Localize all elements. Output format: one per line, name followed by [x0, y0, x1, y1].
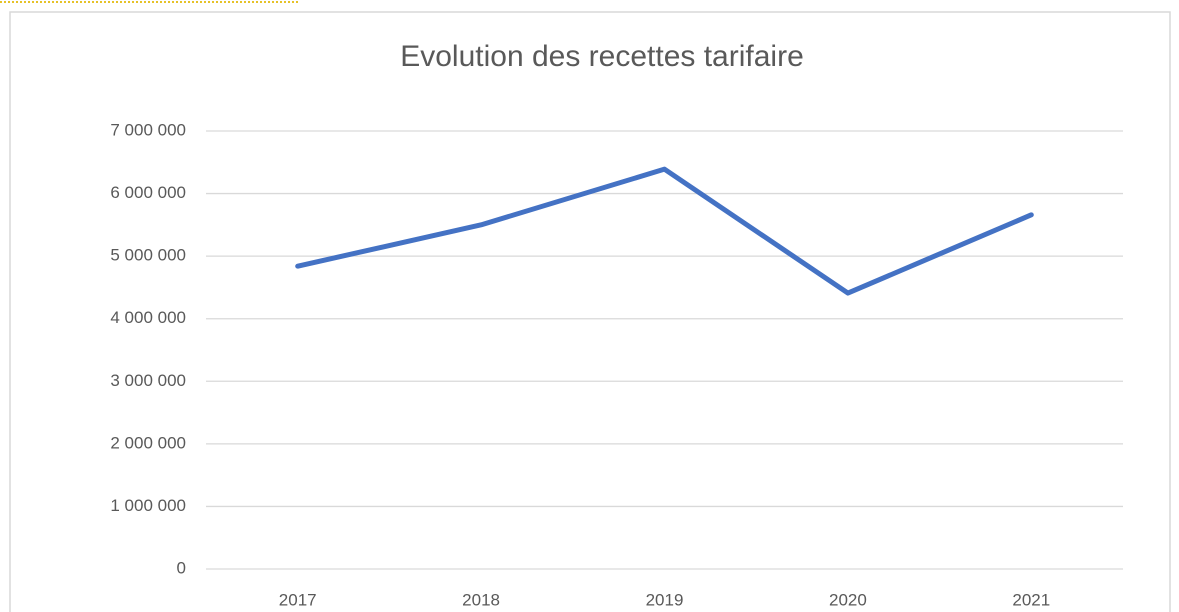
- y-tick-label: 0: [177, 558, 186, 577]
- y-tick-label: 7 000 000: [110, 120, 186, 139]
- chart-border: [9, 11, 1171, 612]
- x-tick-label: 2021: [1012, 590, 1050, 609]
- data-line: [295, 166, 1034, 296]
- chart-title: Evolution des recettes tarifaire: [400, 40, 804, 73]
- y-tick-label: 5 000 000: [110, 246, 186, 265]
- x-tick-label: 2017: [279, 590, 317, 609]
- y-tick-label: 4 000 000: [110, 308, 186, 327]
- x-tick-label: 2019: [646, 590, 684, 609]
- y-tick-label: 1 000 000: [110, 496, 186, 515]
- y-tick-label: 2 000 000: [110, 433, 186, 452]
- x-tick-label: 2018: [462, 590, 500, 609]
- x-tick-label: 2020: [829, 590, 867, 609]
- y-tick-label: 6 000 000: [110, 183, 186, 202]
- y-tick-label: 3 000 000: [110, 371, 186, 390]
